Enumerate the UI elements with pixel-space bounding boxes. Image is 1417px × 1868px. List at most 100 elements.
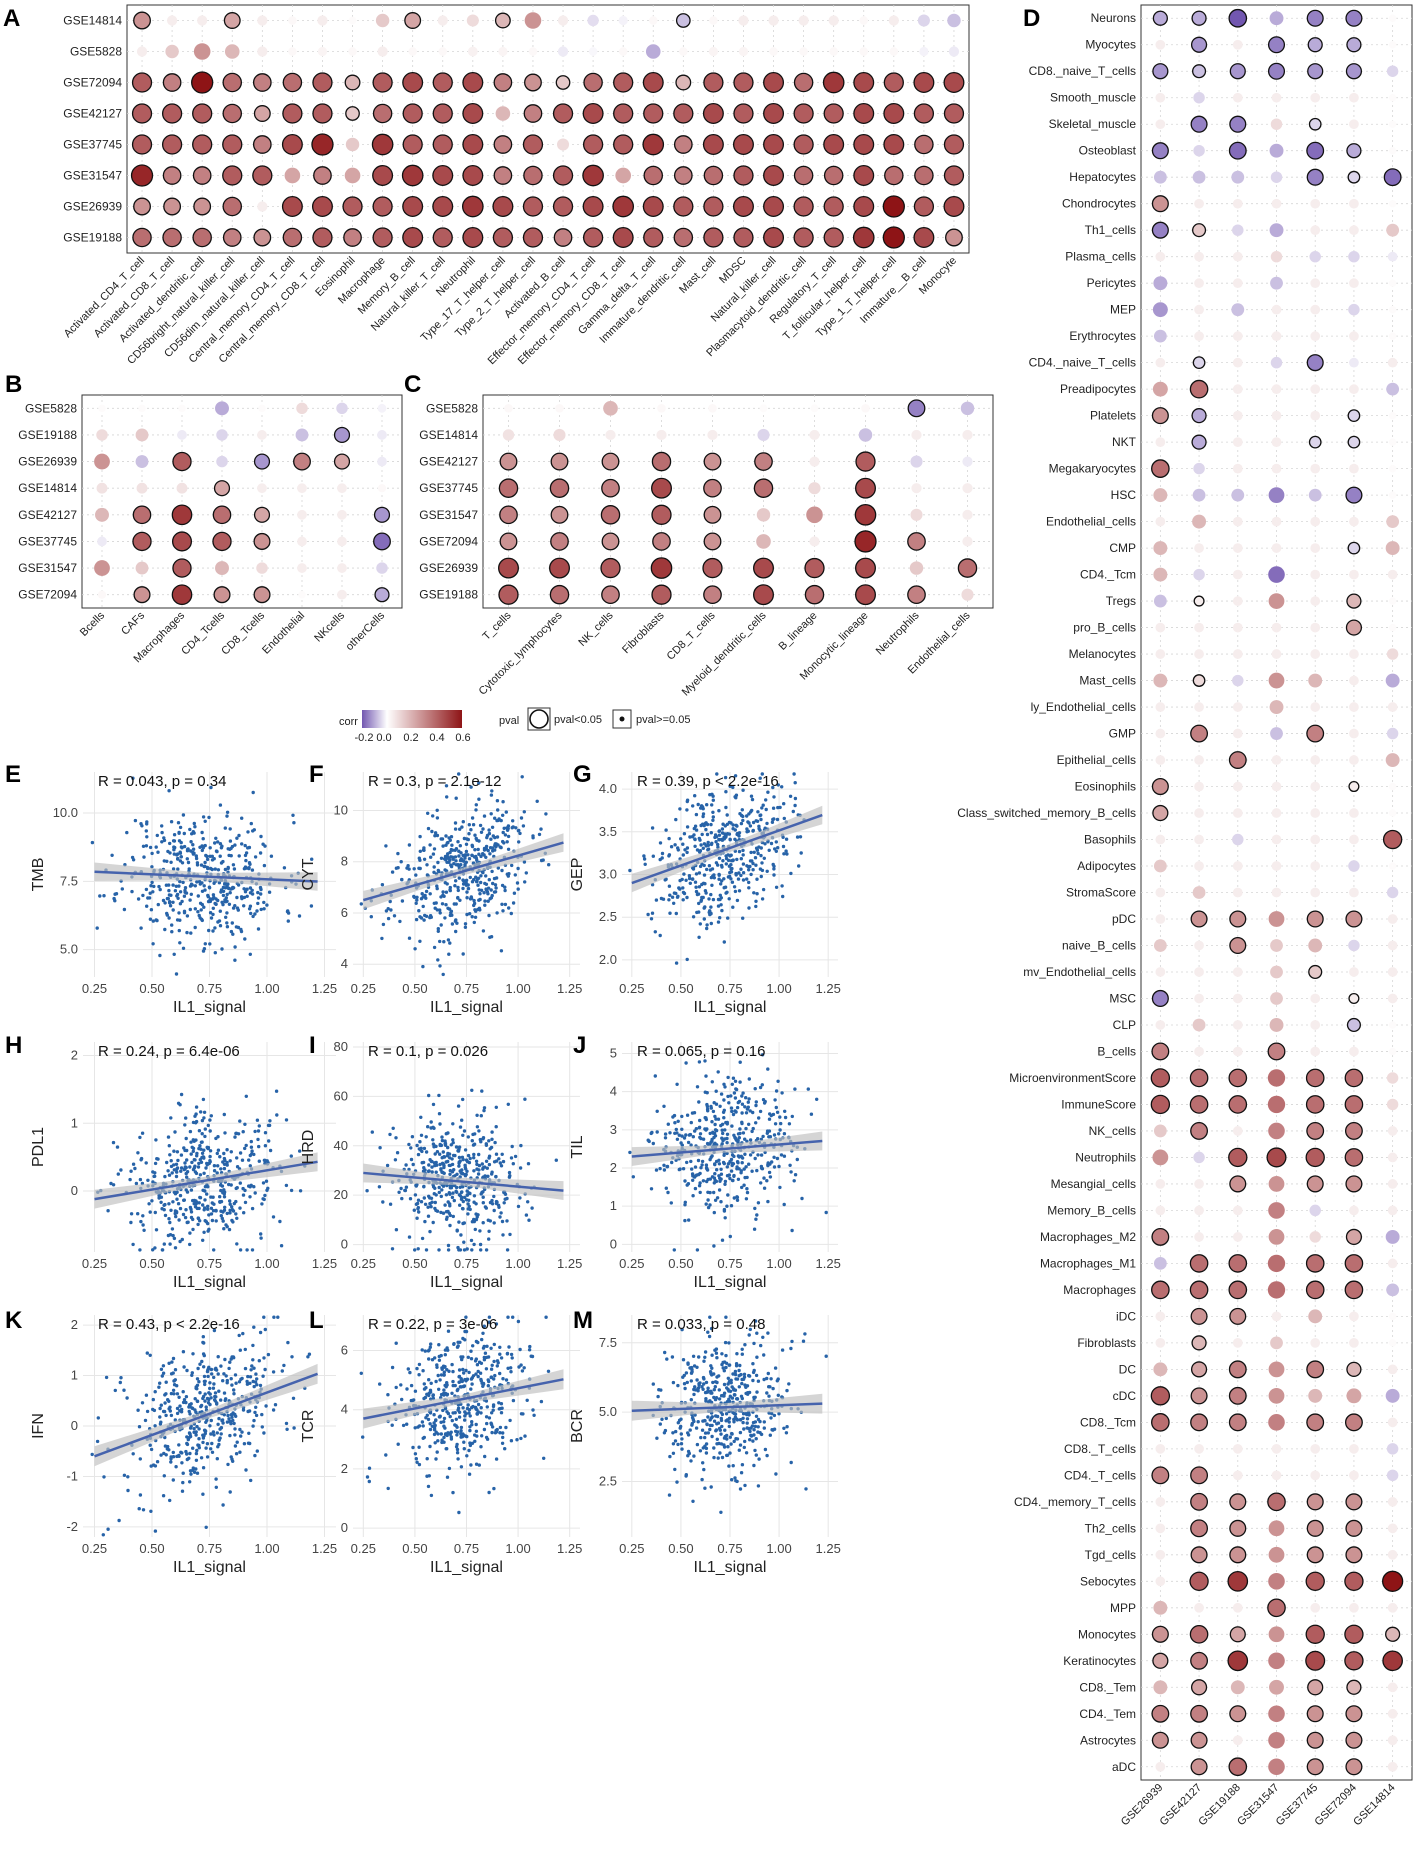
data-point [450, 1418, 454, 1423]
data-point [460, 1118, 464, 1122]
data-point [706, 1205, 711, 1210]
data-point [258, 885, 263, 890]
data-point [487, 878, 491, 882]
data-point [158, 1406, 162, 1411]
data-point [690, 1111, 695, 1115]
dot [829, 47, 838, 56]
data-point [233, 945, 237, 949]
dot [162, 166, 182, 185]
data-point [757, 824, 761, 828]
data-point [218, 1195, 222, 1199]
data-point [806, 1087, 810, 1091]
data-point [247, 1158, 251, 1162]
row-label: GSE31547 [419, 508, 478, 522]
data-point [735, 1165, 739, 1169]
dot [651, 451, 672, 472]
dot [1155, 39, 1166, 50]
dot [253, 506, 271, 523]
row-label: GSE19188 [63, 231, 122, 245]
data-point [799, 851, 803, 855]
dot [1346, 1017, 1361, 1033]
dot [213, 480, 231, 497]
row-label: HSC [1111, 488, 1137, 502]
dot [1310, 1046, 1321, 1057]
y-tick-label: 0 [341, 1237, 348, 1252]
panel-label-d: D [1023, 5, 1040, 32]
data-point [667, 836, 671, 841]
data-point [218, 1427, 222, 1431]
dot [588, 47, 598, 56]
dot [1344, 1068, 1364, 1088]
x-tick-label: 0.50 [139, 1541, 164, 1556]
dot [1310, 887, 1321, 898]
data-point [195, 861, 200, 865]
dot [1349, 357, 1359, 368]
data-point [720, 831, 725, 835]
dot [1271, 331, 1282, 342]
data-point [705, 1179, 709, 1184]
data-point [216, 1164, 220, 1168]
data-point [461, 1336, 465, 1341]
dot [281, 134, 303, 155]
data-point [507, 1170, 512, 1175]
column-label: NKcells [312, 609, 347, 644]
data-point [419, 1115, 423, 1120]
data-point [705, 822, 710, 827]
dot [1271, 92, 1282, 103]
dot [738, 46, 749, 57]
dot [1344, 1280, 1364, 1300]
data-point [447, 952, 451, 956]
data-point [448, 1414, 452, 1419]
data-point [175, 1392, 180, 1396]
dot [1152, 302, 1168, 318]
row-label: GSE14814 [63, 14, 122, 28]
data-point [436, 1373, 440, 1378]
dot [1306, 1175, 1324, 1193]
data-point [240, 816, 244, 820]
data-point [717, 873, 721, 877]
data-point [211, 1195, 215, 1199]
data-point [766, 1161, 770, 1165]
data-point [713, 1198, 718, 1203]
row-label: GSE72094 [419, 534, 478, 548]
data-point [776, 846, 780, 850]
row-label: Sebocytes [1080, 1574, 1136, 1588]
data-point [168, 1498, 172, 1503]
data-point [758, 1085, 763, 1090]
data-point [740, 1185, 744, 1190]
dot [808, 482, 821, 495]
data-point [511, 1315, 515, 1319]
dot [256, 562, 268, 574]
data-point [263, 1193, 267, 1198]
data-point [210, 1218, 215, 1223]
dot [132, 531, 152, 552]
dot [344, 167, 361, 184]
data-point [694, 812, 699, 817]
data-point [157, 1385, 161, 1389]
data-point [463, 1165, 467, 1170]
dot [345, 106, 360, 121]
dot [1349, 1470, 1359, 1481]
data-point [454, 1189, 458, 1194]
data-point [414, 873, 418, 877]
dot [1190, 1679, 1208, 1696]
row-label: GSE19188 [419, 588, 478, 602]
data-point [747, 868, 751, 872]
data-point [741, 788, 745, 792]
data-point [169, 1460, 173, 1464]
dot [1232, 569, 1243, 580]
x-tick-label: 1.25 [557, 1256, 582, 1271]
data-point [446, 1243, 451, 1248]
dot [1386, 382, 1400, 396]
panel-frame [126, 4, 970, 254]
column-label: Endothelial [260, 610, 307, 657]
data-point [738, 812, 742, 816]
data-point [717, 829, 721, 833]
dot [432, 103, 453, 124]
row-label: B_cells [1097, 1044, 1136, 1058]
x-tick-label: 0.25 [351, 1541, 376, 1556]
data-point [710, 1139, 714, 1143]
data-point [743, 1137, 747, 1141]
dot [372, 165, 394, 186]
data-point [478, 1229, 482, 1233]
